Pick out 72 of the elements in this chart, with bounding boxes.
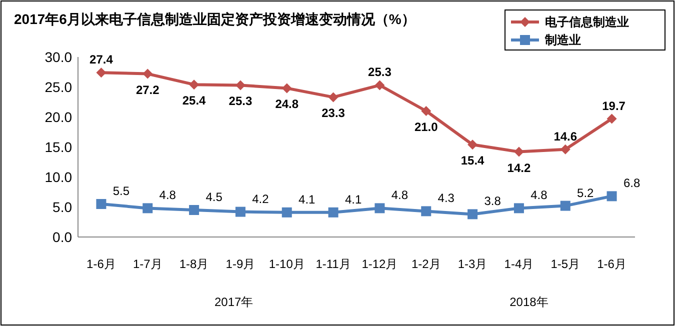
x-tick-label: 1-8月 [179,257,209,271]
data-label: 23.3 [322,106,346,120]
data-label: 4.8 [391,188,408,202]
data-label: 14.6 [554,129,578,144]
point [606,191,617,202]
point [189,80,200,90]
x-tick-label: 1-9月 [226,257,256,271]
point [560,144,570,154]
x-tick-label: 1-3月 [458,257,488,271]
data-label: 4.3 [438,191,455,206]
point [468,209,478,220]
y-tick-label: 20.0 [44,109,72,125]
data-label: 5.2 [577,186,594,200]
point [328,207,338,218]
point [606,114,617,124]
data-label: 4.1 [298,192,316,206]
x-tick-label: 1-7月 [132,257,162,271]
data-label: 24.8 [275,97,299,112]
y-tick-label: 15.0 [44,139,72,155]
point [282,83,292,94]
x-tick-label: 1-12月 [362,257,398,271]
y-tick-label: 30.0 [44,49,72,65]
x-tick-label: 1-10月 [268,257,305,271]
x-tick-label: 1-2月 [411,257,441,271]
point [142,68,153,79]
data-label: 15.4 [460,154,485,168]
data-label: 19.7 [602,98,626,113]
y-tick-label: 25.0 [44,79,72,95]
point [514,146,524,157]
point [235,80,246,90]
data-label: 6.8 [623,176,640,190]
point [374,203,385,214]
point [374,80,385,90]
y-tick-label: 10.0 [44,169,72,185]
point [189,205,200,215]
data-label: 25.4 [182,94,206,108]
data-label: 14.2 [507,160,531,175]
point [328,92,338,102]
data-label: 21.0 [414,120,438,134]
data-label: 4.8 [159,188,176,202]
title: 2017年6月以来电子信息制造业固定资产投资增速变动情况（%） [14,11,416,27]
x-tick-label: 1-6月 [597,257,626,271]
legend-label: 电子信息制造业 [545,15,629,29]
y-tick-label: 0.0 [52,229,72,245]
point [96,68,106,78]
data-label: 27.2 [136,82,160,97]
point [96,199,106,209]
point [235,206,246,217]
data-label: 5.5 [112,184,130,198]
data-label: 3.8 [484,194,502,208]
data-label: 27.4 [90,52,114,67]
data-label: 25.3 [228,94,252,108]
x-tick-label: 1-4月 [504,257,534,271]
x-tick-label: 1-5月 [550,257,580,271]
data-label: 4.5 [206,190,223,204]
legend-label: 制造业 [544,33,581,47]
point [560,200,570,211]
text: 2017年 [214,295,254,309]
data-label: 4.8 [530,188,548,202]
data-label: 4.1 [344,192,362,206]
text: 2018年 [510,295,548,309]
point [514,203,524,214]
y-tick-label: 5.0 [52,199,72,215]
x-tick-label: 1-11月 [316,257,351,271]
x-tick-label: 1-6月 [86,257,116,271]
data-label: 4.2 [252,192,270,206]
data-label: 25.3 [368,65,392,80]
point [468,140,478,150]
point [421,206,432,216]
point [421,106,432,116]
point [142,203,153,214]
point [282,207,292,218]
